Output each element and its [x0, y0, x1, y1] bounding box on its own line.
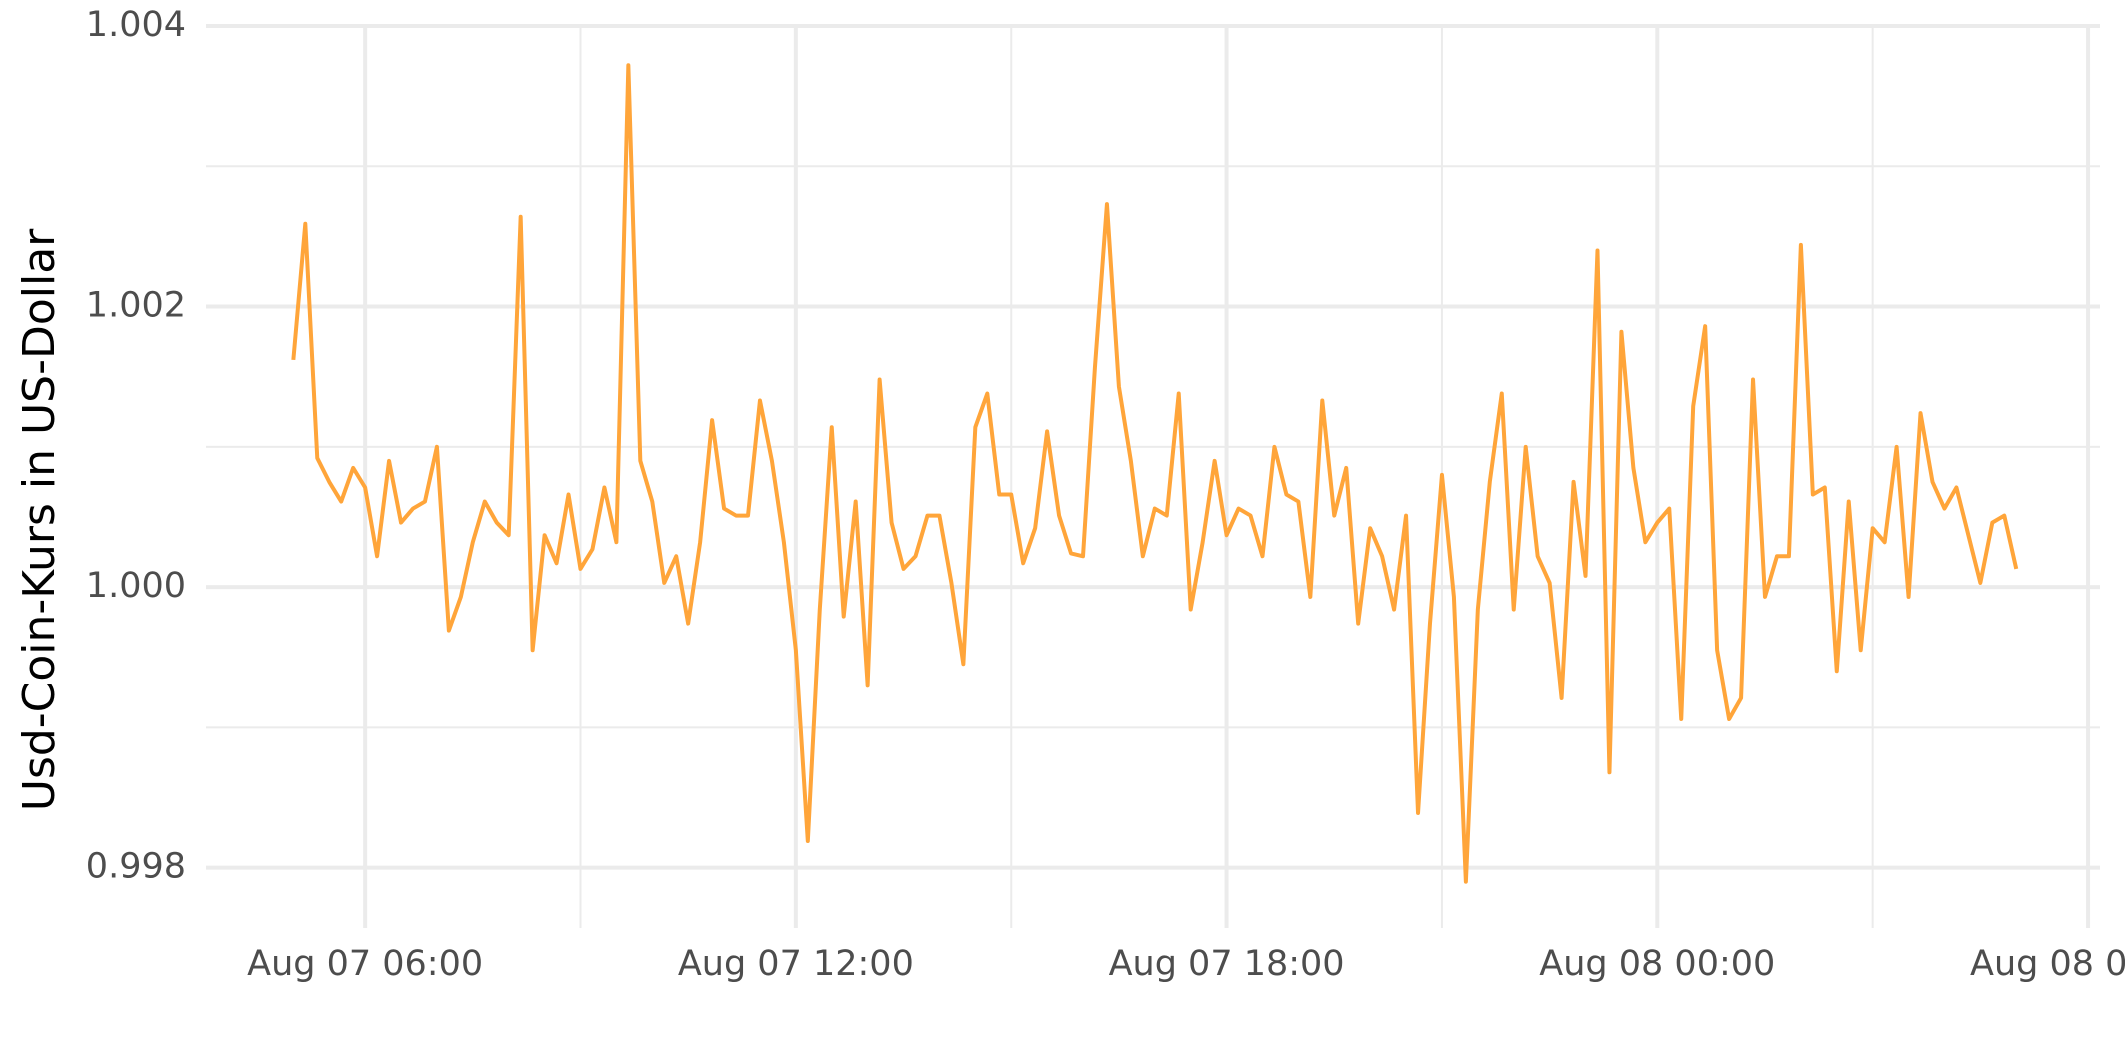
x-tick-label: Aug 07 18:00 [1109, 944, 1345, 984]
x-tick-label: Aug 08 06:00 [1970, 944, 2125, 984]
data-line [291, 63, 2019, 884]
y-tick-label: 1.000 [86, 566, 186, 606]
x-tick-label: Aug 07 12:00 [678, 944, 914, 984]
x-tick-label: Aug 08 00:00 [1539, 944, 1775, 984]
y-tick-label: 0.998 [86, 847, 186, 887]
x-tick-label: Aug 07 06:00 [247, 944, 483, 984]
y-axis-title: Usd-Coin-Kurs in US-Dollar [14, 228, 65, 811]
y-tick-label: 1.004 [86, 5, 186, 45]
y-tick-label: 1.002 [86, 286, 186, 326]
